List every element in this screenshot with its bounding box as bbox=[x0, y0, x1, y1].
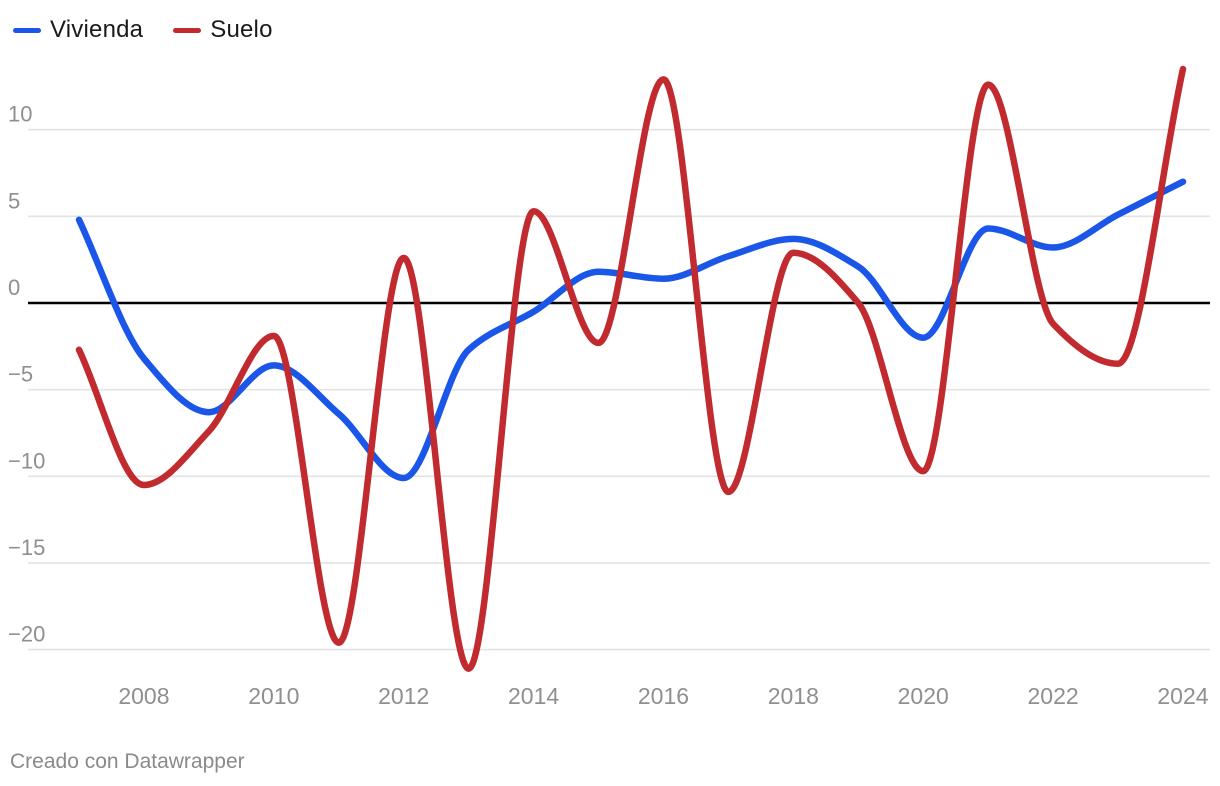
series-line-vivienda bbox=[75, 178, 1187, 482]
x-tick-label: 2014 bbox=[508, 683, 559, 709]
y-tick-label: 10 bbox=[8, 102, 32, 127]
legend-label-suelo: Suelo bbox=[210, 16, 273, 43]
x-tick-label: 2018 bbox=[768, 683, 819, 709]
legend-line-swatch-suelo bbox=[173, 27, 202, 33]
credit-line: Creado con Datawrapper bbox=[10, 750, 245, 773]
x-tick-label: 2012 bbox=[378, 683, 429, 709]
y-tick-label: −15 bbox=[8, 535, 45, 560]
legend-item-vivienda: Vivienda bbox=[13, 16, 143, 44]
x-tick-label: 2008 bbox=[118, 683, 169, 709]
x-tick-label: 2024 bbox=[1157, 683, 1208, 709]
x-tick-label: 2010 bbox=[248, 683, 299, 709]
legend-item-suelo: Suelo bbox=[173, 16, 272, 44]
y-tick-label: −20 bbox=[8, 622, 45, 647]
legend-line-swatch-vivienda bbox=[13, 27, 41, 33]
y-tick-label: 0 bbox=[8, 275, 20, 300]
y-tick-label: −10 bbox=[8, 448, 45, 473]
x-tick-label: 2022 bbox=[1028, 683, 1079, 709]
x-tick-label: 2020 bbox=[898, 683, 949, 709]
legend: Vivienda Suelo bbox=[13, 16, 273, 44]
y-tick-label: 5 bbox=[8, 188, 20, 213]
legend-label-vivienda: Vivienda bbox=[50, 16, 144, 43]
series-line-suelo bbox=[75, 65, 1187, 672]
x-tick-label: 2016 bbox=[638, 683, 689, 709]
y-tick-label: −5 bbox=[8, 362, 33, 387]
